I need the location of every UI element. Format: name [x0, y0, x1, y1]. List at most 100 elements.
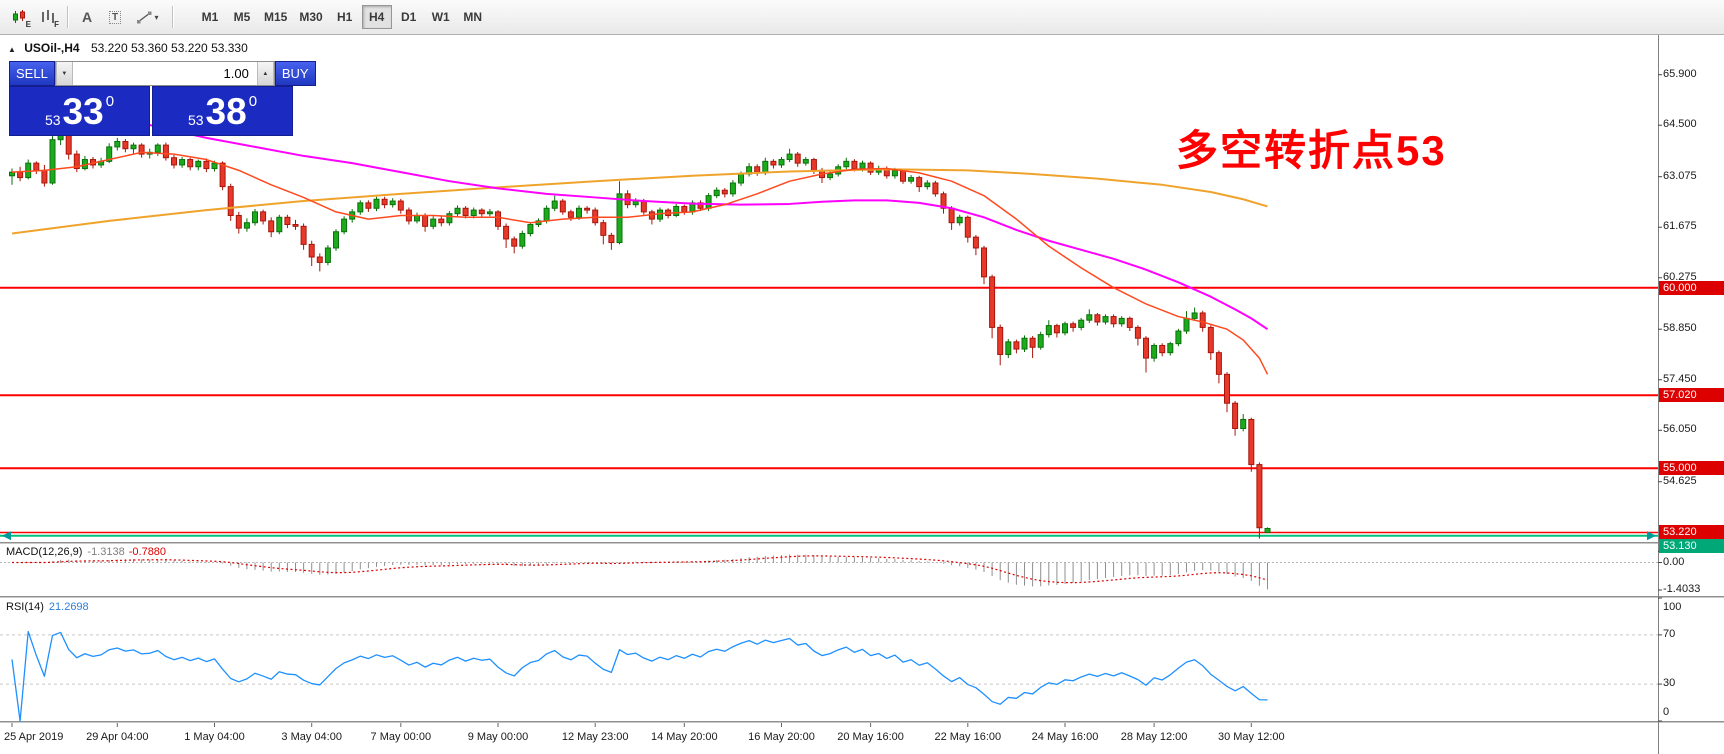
ohlc-values: 53.220 53.360 53.220 53.330: [90, 41, 248, 55]
rsi-axis-label: 30: [1663, 677, 1676, 690]
candle-body: [438, 218, 445, 224]
volume-input[interactable]: [72, 62, 257, 85]
candle-body: [1134, 326, 1141, 339]
timeframe-w1-button[interactable]: W1: [426, 5, 456, 29]
price-axis-label: 64.500: [1663, 118, 1697, 131]
candle-body: [900, 169, 906, 182]
candle-body: [1224, 373, 1230, 404]
candle-body: [1151, 344, 1158, 359]
candle-body: [981, 247, 987, 278]
toolbar-separator: [172, 6, 173, 28]
collapse-icon[interactable]: ▲: [8, 45, 16, 54]
line-studies-icon[interactable]: ▾: [129, 4, 167, 30]
rsi-axis-label: 70: [1663, 627, 1676, 640]
candle-body: [1062, 323, 1068, 334]
candle-body: [162, 144, 169, 159]
timeframe-mn-button[interactable]: MN: [458, 5, 488, 29]
rsi-value: 21.2698: [48, 601, 89, 613]
chart-canvas[interactable]: [0, 35, 1724, 754]
candle-body: [1102, 316, 1109, 323]
candle-body: [462, 207, 469, 216]
buy-price-display[interactable]: 53 38 0: [152, 86, 293, 136]
volume-up-button[interactable]: ▲: [256, 62, 274, 85]
price-axis-label: 60.275: [1663, 270, 1697, 283]
candlestick-chart-icon[interactable]: E: [6, 4, 34, 30]
sell-price-small: 53: [44, 112, 61, 128]
candle-body: [316, 256, 323, 263]
candle-body: [851, 160, 858, 170]
candle-body: [357, 202, 364, 213]
candle-body: [519, 233, 526, 247]
time-axis-label: 22 May 16:00: [934, 731, 1002, 743]
price-axis-label: 58.850: [1663, 322, 1697, 335]
sell-button[interactable]: SELL: [9, 61, 55, 86]
bar-chart-icon[interactable]: F: [34, 4, 62, 30]
candle-body: [543, 207, 550, 222]
candle-body: [551, 200, 558, 209]
candle-body: [1232, 402, 1239, 429]
buy-price-sup: 0: [248, 93, 258, 110]
candle-body: [138, 144, 145, 155]
timeframe-m15-button[interactable]: M15: [259, 5, 292, 29]
volume-down-button[interactable]: ▼: [55, 62, 73, 85]
time-axis-label: 24 May 16:00: [1031, 731, 1099, 743]
mid-ma-line: [11, 84, 1269, 331]
buy-button[interactable]: BUY: [274, 61, 316, 86]
sell-price-big: 33: [62, 90, 104, 132]
candle-body: [1053, 325, 1060, 334]
candle-body: [1094, 314, 1101, 323]
candle-body: [486, 211, 493, 215]
timeframe-d1-button[interactable]: D1: [394, 5, 424, 29]
time-axis-label: 30 May 12:00: [1217, 731, 1285, 743]
candle-body: [891, 169, 898, 177]
candle-body: [268, 220, 275, 233]
text-label-tool-icon[interactable]: T: [101, 4, 129, 30]
candle-body: [381, 198, 388, 206]
candle-body: [114, 140, 121, 148]
candle-body: [243, 222, 250, 229]
candle-body: [932, 182, 939, 195]
timeframe-m1-button[interactable]: M1: [195, 5, 225, 29]
candle-body: [1256, 464, 1263, 529]
candles-glyph: [13, 10, 25, 23]
candle-body: [754, 166, 761, 173]
chevron-down-icon: ▾: [154, 12, 159, 22]
slow-ma-line: [11, 168, 1268, 235]
candle-body: [389, 200, 396, 206]
candle-body: [567, 211, 574, 218]
macd-signal-line: [11, 555, 1268, 584]
sell-price-display[interactable]: 53 33 0: [9, 86, 150, 136]
toolbar: E F A T ▾ M1 M5 M15 M30 H1 H4 D1 W1 MN: [0, 0, 1724, 35]
candle-body: [867, 162, 874, 173]
candle-body: [940, 193, 947, 209]
macd-axis-label: 0.00: [1663, 555, 1685, 568]
candle-body: [762, 160, 769, 173]
candle-body: [770, 160, 777, 166]
candle-body: [1143, 337, 1149, 359]
candle-body: [713, 189, 720, 197]
text-tool-icon[interactable]: A: [73, 4, 101, 30]
candle-body: [130, 144, 137, 150]
candle-body: [600, 222, 607, 236]
chart-window: ▲ USOil-,H4 53.220 53.360 53.220 53.330 …: [0, 35, 1724, 754]
candle-body: [608, 234, 615, 244]
candle-body: [673, 205, 680, 216]
candle-body: [1215, 352, 1222, 375]
price-line-arrow-icon: [2, 531, 11, 541]
timeframe-m5-button[interactable]: M5: [227, 5, 257, 29]
letter-a-glyph: A: [81, 9, 93, 25]
rsi-axis-label: 100: [1663, 601, 1682, 613]
timeframe-h1-button[interactable]: H1: [330, 5, 360, 29]
time-axis-label: 29 Apr 04:00: [86, 731, 149, 743]
candle-body: [1037, 334, 1044, 348]
candle-body: [916, 177, 923, 188]
candle-body: [1126, 317, 1133, 328]
candle-body: [414, 214, 420, 222]
timeframe-h4-button[interactable]: H4: [361, 5, 392, 29]
buy-price-small: 53: [187, 112, 204, 128]
candle-body: [1183, 317, 1190, 332]
candle-body: [948, 207, 955, 224]
timeframe-m30-button[interactable]: M30: [294, 5, 327, 29]
candle-body: [511, 238, 518, 247]
candle-body: [1207, 326, 1214, 354]
